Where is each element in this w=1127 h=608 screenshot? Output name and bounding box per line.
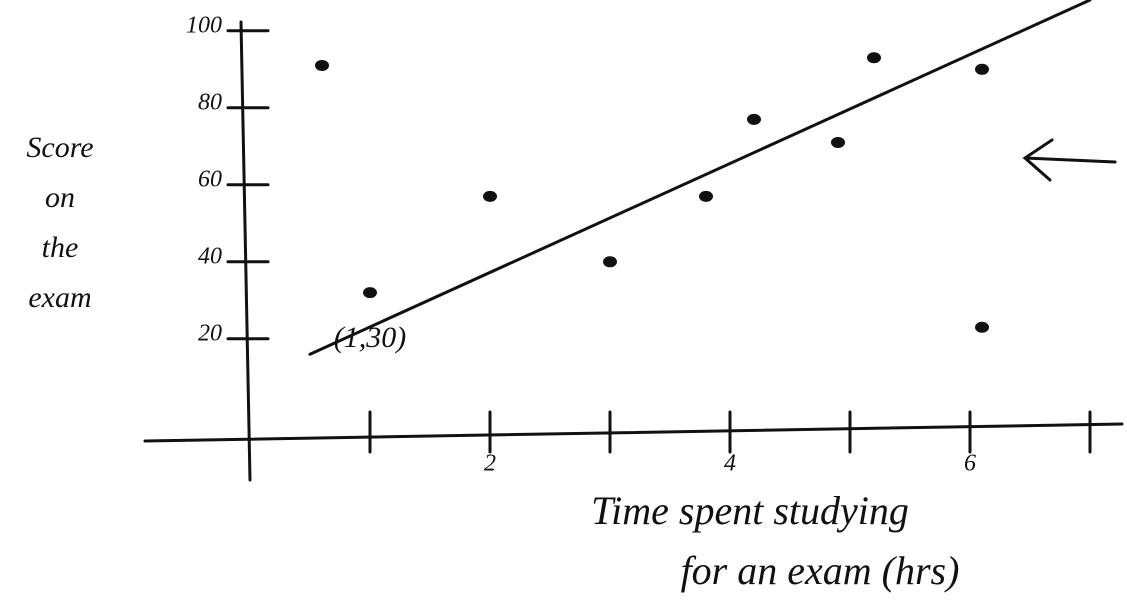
point <box>699 191 713 202</box>
x-label-line: for an exam (hrs) <box>681 548 960 593</box>
point <box>975 322 989 333</box>
point <box>363 287 377 298</box>
y-axis <box>241 22 250 480</box>
y-tick-label: 60 <box>198 166 222 192</box>
point <box>483 191 497 202</box>
y-label-line: on <box>45 181 75 214</box>
point <box>315 60 329 71</box>
chart: Score on the exam Time spent studying fo… <box>0 0 1127 608</box>
y-label-line: exam <box>28 281 91 314</box>
y-tick-label: 40 <box>198 243 222 269</box>
arrow <box>1025 140 1115 180</box>
x-tick-label: 6 <box>964 451 976 477</box>
point <box>603 256 617 267</box>
x-label-line: Time spent studying <box>591 488 909 533</box>
y-label-line: the <box>42 231 79 264</box>
x-axis <box>145 424 1122 441</box>
y-tick-label: 20 <box>198 320 222 346</box>
x-tick-label: 2 <box>484 451 496 477</box>
y-tick-label: 100 <box>186 12 222 38</box>
point <box>867 52 881 63</box>
point <box>975 64 989 75</box>
point <box>747 114 761 125</box>
y-tick-label: 80 <box>198 89 222 115</box>
y-label-line: Score <box>26 131 93 164</box>
point <box>831 137 845 148</box>
x-tick-label: 4 <box>724 451 736 477</box>
trend-line <box>310 0 1090 354</box>
